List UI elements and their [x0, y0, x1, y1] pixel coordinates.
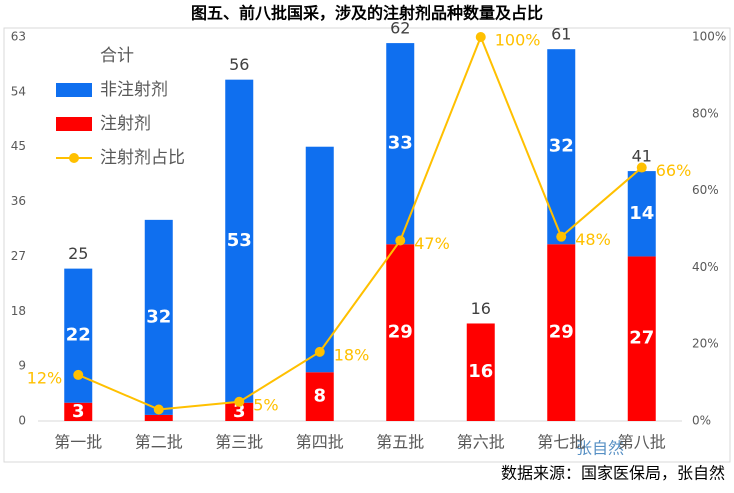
bar-value-label: 3 [233, 401, 246, 422]
y-tick-label: 45 [11, 139, 26, 153]
bar-value-label: 3 [72, 401, 85, 422]
legend-label: 非注射剂 [100, 80, 168, 100]
bar-value-label: 29 [549, 322, 574, 343]
total-label: 61 [551, 25, 571, 44]
bar-value-label: 32 [549, 136, 574, 157]
y-tick-label: 36 [11, 194, 26, 208]
total-label: 25 [68, 244, 88, 263]
legend-label: 合计 [100, 46, 134, 66]
legend-label: 注射剂 [100, 114, 151, 134]
bar-segment [386, 244, 415, 421]
chart-frame [3, 27, 731, 463]
y2-tick-label: 20% [692, 337, 719, 351]
line-point [234, 396, 245, 407]
line-point [73, 369, 84, 380]
source-note: 数据来源：国家医保局，张自然 [501, 464, 725, 483]
bar-value-label: 29 [388, 322, 413, 343]
bar-segment [64, 402, 93, 421]
line-point [475, 32, 486, 42]
line-point [153, 404, 164, 415]
bar-segment [627, 256, 656, 421]
line [77, 34, 643, 411]
total-label: 62 [390, 19, 410, 38]
y2-tick-label: 40% [692, 260, 719, 274]
bar-segment [225, 79, 254, 403]
line-value-label: 100% [495, 31, 541, 50]
y2-tick-label: 0% [692, 414, 711, 428]
bar-value-label: 53 [227, 230, 252, 251]
bar-segment [547, 244, 576, 421]
bar-value-label: 14 [629, 203, 654, 224]
legend-swatch [56, 117, 92, 131]
bar-value-label: 8 [313, 386, 326, 407]
line-value-label: 5% [253, 395, 278, 414]
x-tick-label: 第五批 [376, 433, 424, 452]
line-value-label: 18% [334, 345, 370, 364]
legend-marker [69, 153, 79, 163]
bar-segment [144, 414, 173, 421]
bar-segment [627, 171, 656, 257]
line-value-label: 48% [575, 230, 611, 249]
bar-value-label: 27 [629, 328, 654, 349]
chart-title: 图五、前八批国采，涉及的注射剂品种数量及占比 [191, 4, 543, 23]
y-tick-label: 27 [11, 249, 26, 263]
x-tick-label: 第二批 [135, 433, 183, 452]
total-label: 16 [471, 299, 491, 318]
x-tick-label: 第八批 [618, 433, 666, 452]
x-tick-label: 第三批 [215, 433, 263, 452]
y-tick-label: 54 [11, 84, 26, 98]
bar-value-label: 22 [66, 325, 91, 346]
x-tick-label: 第六批 [457, 433, 505, 452]
y2-tick-label: 60% [692, 183, 719, 197]
y-tick-label: 0 [18, 414, 26, 428]
bar-value-label: 32 [146, 306, 171, 327]
bar-segment [305, 372, 334, 421]
y2-tick-label: 100% [692, 30, 726, 44]
y2-tick-label: 80% [692, 106, 719, 120]
line-value-label: 66% [656, 161, 692, 180]
bar-segment [64, 268, 93, 403]
x-tick-label: 第四批 [296, 433, 344, 452]
y-tick-label: 9 [18, 359, 26, 373]
bar-segment [386, 43, 415, 245]
total-label: 41 [632, 147, 652, 166]
y-tick-label: 63 [11, 30, 26, 44]
line-point [314, 346, 325, 357]
line-point [636, 162, 647, 173]
bar-value-label: 33 [388, 133, 413, 154]
line-value-label: 47% [414, 234, 450, 253]
line-value-label: 12% [27, 368, 63, 387]
bar-segment [305, 146, 334, 373]
bar-segment [144, 219, 173, 415]
bar-segment [466, 323, 495, 421]
total-label: 56 [229, 55, 249, 74]
line-point [556, 231, 567, 242]
bar-value-label: 16 [468, 361, 493, 382]
y-tick-label: 18 [11, 304, 26, 318]
x-tick-label: 第七批 [537, 433, 585, 452]
watermark: 张自然 [576, 439, 624, 458]
bar-segment [225, 402, 254, 421]
legend-swatch [56, 83, 92, 97]
line-point [395, 235, 406, 246]
legend-label: 注射剂占比 [100, 148, 185, 168]
x-tick-label: 第一批 [54, 433, 102, 452]
